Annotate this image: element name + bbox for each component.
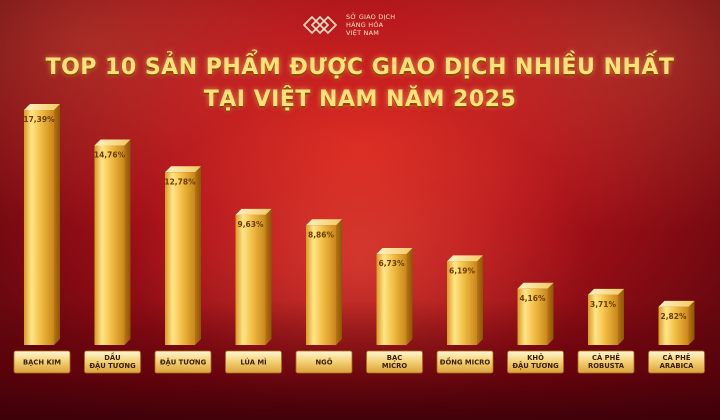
value-label-10: 2,82%	[660, 312, 687, 321]
bar-side-5	[336, 219, 342, 345]
bar-3	[165, 172, 195, 345]
chart-title: TOP 10 SẢN PHẨM ĐƯỢC GIAO DỊCH NHIỀU NHẤ…	[0, 52, 720, 116]
bar-top-3	[165, 166, 201, 173]
value-label-7: 6,19%	[449, 266, 476, 275]
value-label-4: 9,63%	[237, 220, 264, 229]
logo-line-1: SỞ GIAO DỊCH	[346, 13, 396, 21]
category-plate-1	[13, 350, 71, 374]
bar-10	[658, 306, 689, 345]
category-plate-8	[507, 350, 564, 374]
bar-top-1	[24, 104, 60, 110]
category-plate-5	[295, 350, 353, 374]
category-label-8-line-1: KHÔ	[527, 353, 544, 362]
bar-top-10	[658, 300, 695, 307]
logo-line-3: VIỆT NAM	[346, 29, 380, 37]
bar-side-8	[547, 282, 554, 345]
value-label-5: 8,86%	[308, 230, 335, 239]
bar-top-7	[447, 255, 483, 262]
logo-text: SỞ GIAO DỊCH HÀNG HÓA VIỆT NAM	[346, 13, 395, 37]
category-label-3: ĐẬU TƯƠNG	[160, 358, 207, 367]
category-plate-9	[577, 350, 635, 374]
category-label-10-line-1: CÀ PHÊ	[663, 353, 691, 362]
bar-side-7	[477, 255, 483, 345]
category-label-1: BẠCH KIM	[23, 359, 61, 367]
chart-title-line-2: TẠI VIỆT NAM NĂM 2025	[203, 87, 517, 112]
bar-top-8	[517, 282, 554, 289]
chart-title-line-1: TOP 10 SẢN PHẨM ĐƯỢC GIAO DỊCH NHIỀU NHẤ…	[45, 55, 675, 80]
category-label-9-line-2: ROBUSTA	[588, 362, 625, 370]
value-label-1: 17,39%	[23, 115, 55, 124]
category-plate-10	[648, 350, 705, 374]
bar-9	[588, 294, 618, 345]
logo-line-2: HÀNG HÓA	[346, 21, 384, 29]
bar-top-6	[376, 248, 413, 255]
category-plate-3	[154, 350, 212, 374]
bar-side-3	[195, 166, 201, 345]
category-label-6-line-2: MICRO	[382, 362, 408, 370]
category-label-7: ĐỒNG MICRO	[440, 357, 491, 367]
category-label-6-line-1: BẠC	[387, 354, 402, 362]
value-label-8: 4,16%	[519, 294, 546, 303]
category-plate-6	[366, 350, 423, 374]
category-label-2-line-2: ĐẬU TƯƠNG	[89, 361, 136, 370]
bar-4	[235, 214, 266, 345]
category-plate-7	[436, 350, 494, 374]
bar-side-6	[406, 248, 413, 345]
bar-7	[447, 261, 477, 345]
category-plate-4	[225, 350, 282, 374]
bar-side-1	[54, 104, 60, 345]
value-label-6: 6,73%	[378, 259, 405, 268]
sgd-logo-icon	[302, 15, 338, 35]
bar-1	[24, 110, 54, 345]
category-label-2-line-1: DẦU	[104, 352, 120, 362]
bar-6	[376, 254, 407, 345]
bar-top-5	[306, 219, 342, 226]
bar-top-9	[588, 288, 624, 295]
value-label-2: 14,76%	[94, 151, 126, 160]
bar-top-2	[94, 139, 131, 146]
bar-5	[306, 225, 336, 345]
category-label-10-line-2: ARABICA	[660, 362, 694, 370]
bar-8	[517, 288, 548, 345]
bar-side-2	[124, 139, 131, 345]
bar-side-10	[688, 300, 695, 345]
bar-side-9	[618, 288, 624, 345]
category-plate-2	[84, 350, 141, 374]
category-label-8-line-2: ĐẬU TƯƠNG	[512, 361, 559, 370]
bar-side-4	[265, 208, 272, 345]
value-label-3: 12,78%	[164, 177, 196, 186]
bar-top-4	[235, 208, 272, 215]
category-label-5: NGÔ	[315, 358, 332, 367]
value-label-9: 3,71%	[590, 300, 617, 309]
exchange-logo: SỞ GIAO DỊCH HÀNG HÓA VIỆT NAM	[300, 8, 420, 42]
category-label-4: LÚA MÌ	[240, 358, 266, 367]
bar-2	[94, 145, 125, 345]
category-label-9-line-1: CÀ PHÊ	[592, 353, 620, 362]
